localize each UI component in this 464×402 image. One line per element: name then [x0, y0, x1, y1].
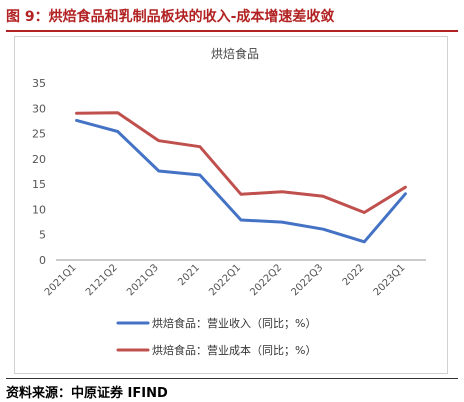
y-tick-label: 10: [32, 203, 46, 216]
chart-title: 烘焙食品: [211, 46, 259, 61]
x-tick-label: 2022Q1: [207, 262, 243, 298]
x-tick-label: 2022Q3: [290, 262, 326, 298]
y-tick-label: 20: [32, 153, 46, 166]
x-tick-label: 2023Q1: [372, 262, 408, 298]
x-tick-label: 2121Q2: [84, 262, 120, 298]
title-rule: [6, 30, 458, 32]
x-tick-label: 2022Q2: [248, 262, 284, 298]
x-tick-label: 2021Q1: [43, 262, 79, 298]
chart-frame: [14, 36, 448, 374]
x-tick-label: 2021Q3: [125, 262, 161, 298]
y-tick-label: 0: [39, 254, 46, 267]
x-tick-label: 2022: [341, 262, 367, 288]
y-tick-label: 15: [32, 178, 46, 191]
legend-label-2: 烘焙食品：营业成本（同比；%）: [152, 343, 316, 357]
y-tick-label: 25: [32, 128, 46, 141]
x-tick-label: 2021: [176, 262, 202, 288]
source-note: 资料来源：中原证券 IFIND: [6, 386, 168, 401]
y-tick-label: 30: [32, 102, 46, 115]
series-line-2: [75, 111, 407, 214]
figure-title: 图 9：烘焙食品和乳制品板块的收入-成本增速差收敛: [6, 9, 335, 25]
source-rule: [6, 378, 458, 379]
legend-label-1: 烘焙食品：营业收入（同比；%）: [152, 316, 316, 330]
series-line-1: [75, 118, 407, 244]
y-tick-label: 35: [32, 77, 46, 90]
y-tick-label: 5: [39, 229, 46, 242]
